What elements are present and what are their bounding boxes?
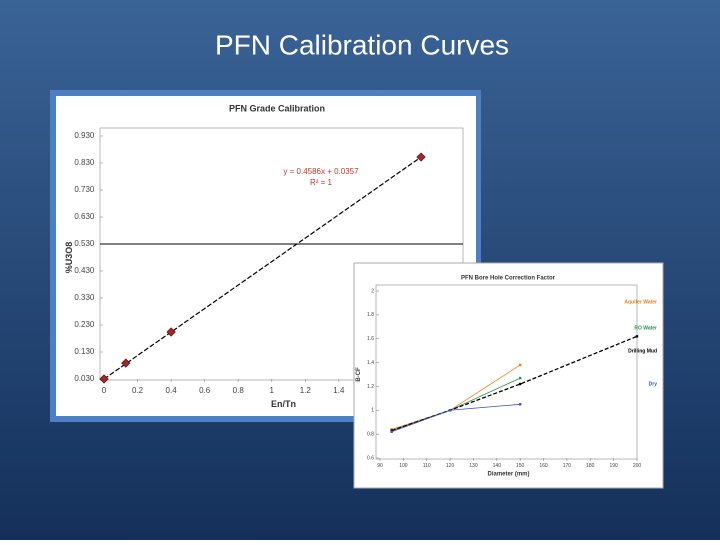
plot-border (99, 127, 464, 381)
x-tick-label: 160 (539, 463, 548, 469)
x-tick-label: 1.2 (300, 386, 312, 395)
x-tick-label: 0.8 (233, 386, 245, 395)
data-point (518, 376, 522, 380)
legend-label: Drilling Mud (628, 348, 657, 354)
x-tick-label: 0.6 (199, 386, 211, 395)
y-tick-label: 1.8 (367, 312, 374, 318)
y-tick-label: 2 (371, 288, 374, 294)
y-axis-label: B-CF (356, 367, 362, 382)
y-tick-label: 0.030 (74, 374, 95, 383)
data-point (518, 403, 522, 406)
y-tick-label: 0.630 (74, 212, 95, 221)
x-tick-label: 200 (633, 463, 642, 469)
data-point (518, 382, 522, 386)
y-tick-label: 0.830 (74, 158, 95, 167)
x-tick-label: 170 (563, 463, 572, 469)
y-tick-label: 1.2 (367, 384, 374, 390)
x-tick-label: 120 (446, 463, 455, 469)
annotation: R² = 1 (310, 178, 333, 187)
data-point (635, 335, 639, 338)
legend-label: RO Water (634, 325, 657, 331)
plot-border (375, 284, 638, 460)
x-tick-label: 110 (423, 463, 431, 469)
y-tick-label: 0.130 (74, 347, 95, 356)
series-line (391, 335, 638, 432)
x-tick-label: 180 (586, 463, 595, 469)
chart-title: PFN Grade Calibration (229, 103, 325, 113)
annotation: y = 0.4586x + 0.0357 (283, 167, 359, 176)
chart-image (353, 262, 664, 489)
chart-1: PFN Grade Calibration En/Tn %U3O8 0.030 0.13… (64, 103, 464, 409)
x-tick-label: 190 (609, 463, 618, 469)
x-tick-label: 1 (270, 386, 275, 395)
y-tick-label: 1.6 (367, 336, 374, 342)
chart-2: PFN Bore Hole Correction Factor Diameter … (356, 276, 657, 478)
x-tick-label: 90 (377, 463, 383, 469)
x-tick-label: 100 (399, 463, 408, 469)
legend-label: Aquifer Water (624, 299, 657, 305)
data-point (448, 409, 452, 412)
x-axis-label: Diameter (mm) (487, 472, 529, 478)
y-tick-label: 0.730 (74, 185, 95, 194)
y-tick-label: 1 (371, 408, 374, 414)
chart-title: PFN Bore Hole Correction Factor (461, 276, 556, 282)
y-tick-label: 0.530 (74, 239, 95, 248)
y-tick-label: 0.230 (74, 320, 95, 329)
data-point (390, 430, 393, 433)
trend-line (103, 156, 422, 380)
data-point (416, 152, 426, 162)
x-tick-label: 0.2 (132, 386, 144, 395)
x-tick-label: 130 (469, 463, 478, 469)
x-tick-label: 150 (516, 463, 525, 469)
x-tick-label: 0.4 (166, 386, 178, 395)
y-tick-label: 0.8 (367, 431, 374, 437)
slide-title: PFN Calibration Curves (215, 29, 509, 60)
data-point (166, 327, 176, 337)
data-point (518, 363, 522, 367)
y-axis-label: %U3O8 (64, 242, 74, 274)
x-tick-label: 0 (102, 386, 107, 395)
x-tick-label: 1.4 (333, 386, 345, 395)
x-tick-label: 140 (493, 463, 502, 469)
y-tick-label: 0.430 (74, 266, 95, 275)
data-point (121, 358, 131, 368)
data-point (99, 374, 109, 384)
y-tick-label: 1.4 (367, 360, 374, 366)
y-tick-label: 0.330 (74, 293, 95, 302)
x-axis-label: En/Tn (271, 399, 296, 409)
legend-label: Dry (649, 381, 658, 387)
y-tick-label: 0.6 (367, 455, 374, 461)
y-tick-label: 0.930 (74, 131, 95, 140)
